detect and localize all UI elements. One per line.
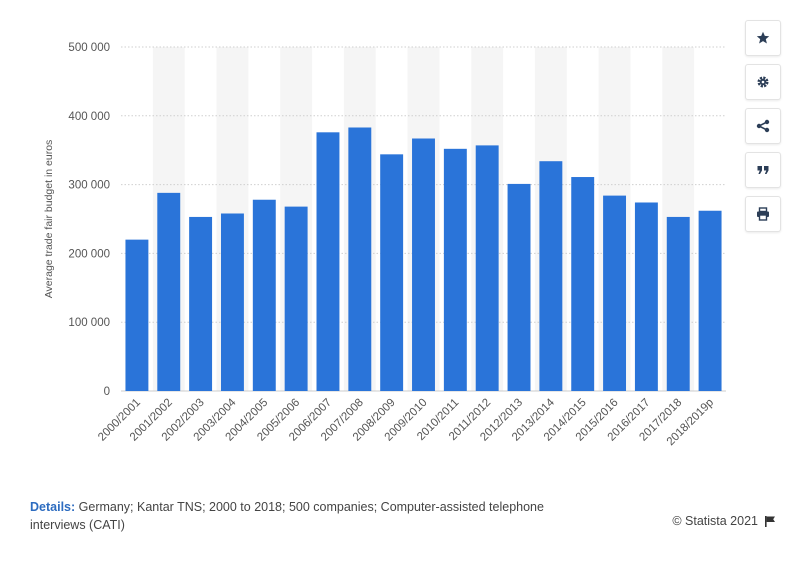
details-label: Details: xyxy=(30,500,76,514)
details-note: Details: Germany; Kantar TNS; 2000 to 20… xyxy=(30,498,590,534)
gear-icon xyxy=(757,76,769,88)
details-text: Germany; Kantar TNS; 2000 to 2018; 500 c… xyxy=(30,500,544,532)
bar xyxy=(316,132,340,391)
bar xyxy=(603,195,627,391)
flag-icon xyxy=(765,516,775,527)
y-tick-label: 500 000 xyxy=(68,42,110,54)
cite-button[interactable] xyxy=(745,152,781,188)
favorite-button[interactable] xyxy=(745,20,781,56)
bar xyxy=(507,183,531,391)
source-credit[interactable]: © Statista 2021 xyxy=(672,514,776,528)
bar xyxy=(220,213,244,391)
y-tick-label: 0 xyxy=(104,386,110,398)
bar xyxy=(412,138,435,391)
bar xyxy=(380,154,404,391)
y-axis-title: Average trade fair budget in euros xyxy=(43,140,55,299)
bar xyxy=(571,177,595,391)
bar xyxy=(634,202,658,391)
bar xyxy=(475,145,499,391)
print-button[interactable] xyxy=(745,196,781,232)
bar xyxy=(252,199,276,391)
star-icon xyxy=(756,31,770,44)
share-icon xyxy=(756,119,770,133)
bar xyxy=(698,210,722,391)
toolbar xyxy=(745,20,781,240)
settings-button[interactable] xyxy=(745,64,781,100)
credit-text: © Statista 2021 xyxy=(672,514,758,528)
bar xyxy=(157,192,181,391)
y-tick-label: 300 000 xyxy=(68,180,110,192)
share-button[interactable] xyxy=(745,108,781,144)
y-tick-label: 400 000 xyxy=(68,111,110,123)
bar xyxy=(348,127,372,391)
bar xyxy=(125,239,149,391)
bar xyxy=(666,216,690,391)
bar xyxy=(189,216,213,391)
bar xyxy=(443,148,467,391)
y-tick-label: 100 000 xyxy=(68,317,110,329)
quote-icon xyxy=(757,166,769,174)
bar xyxy=(284,206,308,391)
bar xyxy=(539,161,563,391)
print-icon xyxy=(757,207,769,221)
y-tick-label: 200 000 xyxy=(68,248,110,260)
